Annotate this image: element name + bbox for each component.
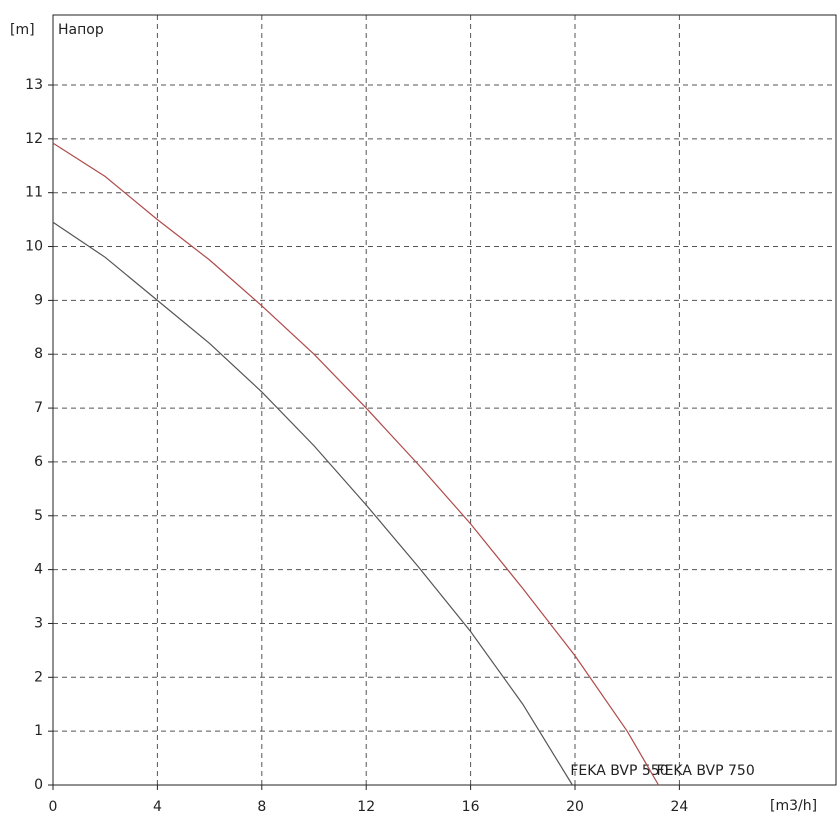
x-tick-label: 8: [257, 799, 266, 815]
x-tick-label: 0: [49, 799, 58, 815]
y-tick-label: 10: [25, 239, 43, 255]
y-tick-label: 9: [34, 292, 43, 308]
y-tick-label: 13: [25, 77, 43, 93]
x-tick-label: 20: [566, 799, 584, 815]
x-tick-label: 24: [670, 799, 688, 815]
series-line: [52, 142, 660, 786]
chart-title: Напор: [58, 22, 104, 38]
y-tick-label: 2: [34, 669, 43, 685]
x-tick-label: 4: [153, 799, 162, 815]
y-tick-label: 12: [25, 131, 43, 147]
series-label: FEKA BVP 550: [570, 763, 668, 779]
plot-frame: [52, 14, 837, 786]
y-tick-label: 11: [25, 185, 43, 201]
y-tick-label: 4: [34, 562, 43, 578]
y-tick-label: 1: [34, 723, 43, 739]
series-line: [52, 221, 573, 786]
y-tick-label: 5: [34, 508, 43, 524]
y-tick-label: 6: [34, 454, 43, 470]
series-label: FEKA BVP 750: [657, 763, 755, 779]
x-tick-label: 12: [357, 799, 375, 815]
x-axis-label: [m3/h]: [770, 798, 817, 814]
y-tick-label: 3: [34, 615, 43, 631]
y-axis-label: [m]: [10, 22, 35, 38]
y-tick-label: 0: [34, 777, 43, 793]
y-tick-label: 7: [34, 400, 43, 416]
x-tick-label: 16: [462, 799, 480, 815]
y-tick-label: 8: [34, 346, 43, 362]
